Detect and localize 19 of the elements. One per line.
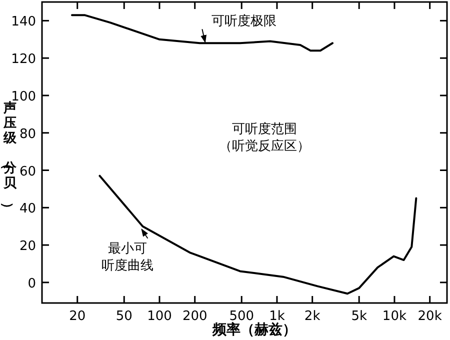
annotation: 可听度极限 xyxy=(212,13,277,30)
annotation: 可听度范围（听觉反应区） xyxy=(219,121,310,154)
x-tick-label: 5k xyxy=(351,309,368,324)
x-tick-label: 20k xyxy=(418,309,442,324)
y-tick-label: 20 xyxy=(19,239,36,254)
y-tick-label: 0 xyxy=(28,276,36,292)
x-tick-label: 50 xyxy=(116,309,132,324)
annotation: 最小可听度曲线 xyxy=(102,241,154,274)
x-axis-title: 频率（赫兹） xyxy=(212,321,296,338)
y-tick-label: 40 xyxy=(19,202,36,217)
y-tick-label: 140 xyxy=(11,14,36,30)
x-tick-label: 2k xyxy=(304,309,321,324)
y-tick-label: 80 xyxy=(19,126,36,142)
x-tick-label: 200 xyxy=(182,309,208,324)
y-tick-label: 120 xyxy=(11,52,36,68)
x-tick-label: 100 xyxy=(147,309,172,324)
y-tick-label: 60 xyxy=(19,164,36,180)
x-tick-label: 20 xyxy=(69,309,86,324)
x-tick-label: 10k xyxy=(382,309,407,324)
